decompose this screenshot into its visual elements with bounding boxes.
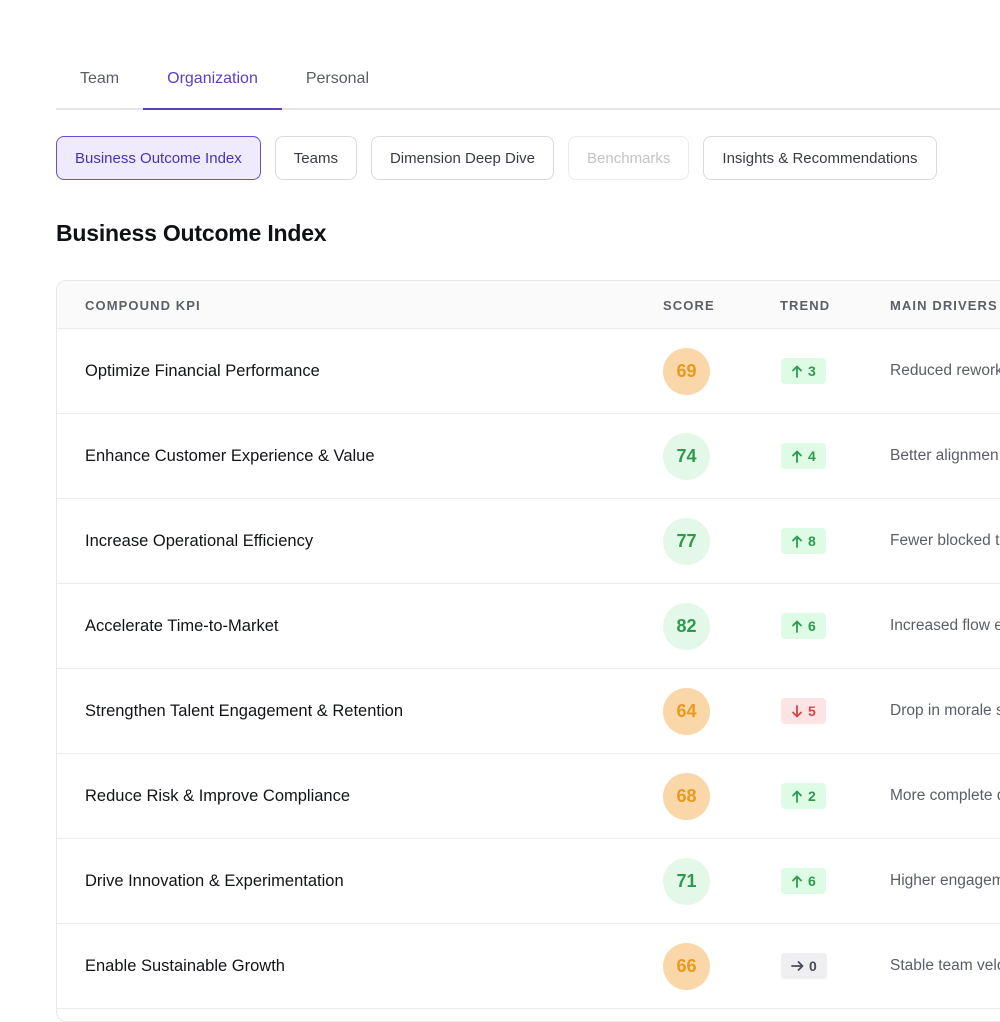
score-badge: 74: [663, 433, 710, 480]
main-driver-text: Higher engagem: [890, 872, 1000, 889]
table-body: Optimize Financial Performance 69 3 Reduced…: [57, 329, 1000, 1009]
kpi-name: Enable Sustainable Growth: [85, 957, 285, 975]
score-badge: 82: [663, 603, 710, 650]
subtab-dimension-deep-dive[interactable]: Dimension Deep Dive: [370, 136, 555, 180]
table-header: COMPOUND KPI SCORE TREND MAIN DRIVERS: [57, 281, 1000, 329]
main-driver-text: Stable team velo: [890, 957, 1000, 974]
trend-value: 0: [809, 958, 817, 974]
table-row[interactable]: Enhance Customer Experience & Value 74 4 Be…: [57, 414, 1000, 499]
kpi-name: Increase Operational Efficiency: [85, 532, 314, 550]
table-row[interactable]: Enable Sustainable Growth 66 0 Stable team …: [57, 924, 1000, 1009]
trend-value: 5: [808, 703, 816, 719]
trend-value: 4: [808, 448, 816, 464]
arrow-up-icon: [791, 450, 803, 463]
table-row[interactable]: Accelerate Time-to-Market 82 6 Increased fl…: [57, 584, 1000, 669]
tab-personal[interactable]: Personal: [305, 70, 369, 87]
arrow-up-icon: [791, 875, 803, 888]
kpi-name: Drive Innovation & Experimentation: [85, 872, 344, 890]
kpi-name: Enhance Customer Experience & Value: [85, 447, 375, 465]
trend-badge: 0: [781, 953, 827, 979]
table-row[interactable]: Reduce Risk & Improve Compliance 68 2 More …: [57, 754, 1000, 839]
subtab-business-outcome-index[interactable]: Business Outcome Index: [56, 136, 261, 180]
table-row[interactable]: Optimize Financial Performance 69 3 Reduced…: [57, 329, 1000, 414]
trend-value: 6: [808, 618, 816, 634]
main-driver-text: Fewer blocked t: [890, 532, 1000, 549]
arrow-down-icon: [791, 704, 803, 718]
tab-team[interactable]: Team: [80, 70, 120, 87]
kpi-table: COMPOUND KPI SCORE TREND MAIN DRIVERS Op…: [56, 280, 1000, 1022]
trend-badge: 3: [781, 358, 826, 384]
column-header-trend[interactable]: TREND: [780, 298, 831, 313]
page-title: Business Outcome Index: [56, 220, 327, 246]
trend-badge: 2: [781, 783, 826, 809]
trend-badge: 4: [781, 443, 826, 469]
table-row[interactable]: Strengthen Talent Engagement & Retention…: [57, 669, 1000, 754]
trend-value: 8: [808, 533, 816, 549]
table-row[interactable]: Increase Operational Efficiency 77 8 Fewer …: [57, 499, 1000, 584]
score-badge: 68: [663, 773, 710, 820]
score-badge: 77: [663, 518, 710, 565]
arrow-up-icon: [791, 790, 803, 803]
arrow-up-icon: [791, 620, 803, 633]
section-subtabs: Business Outcome Index Teams Dimension D…: [56, 136, 937, 180]
column-header-score[interactable]: SCORE: [663, 298, 715, 313]
score-badge: 71: [663, 858, 710, 905]
tab-organization[interactable]: Organization: [143, 58, 282, 110]
column-header-main-drivers[interactable]: MAIN DRIVERS: [890, 298, 998, 313]
subtab-benchmarks: Benchmarks: [568, 136, 690, 180]
arrow-right-icon: [791, 960, 804, 972]
trend-value: 6: [808, 873, 816, 889]
subtab-insights-recommendations[interactable]: Insights & Recommendations: [703, 136, 937, 180]
main-driver-text: Increased flow e: [890, 617, 1000, 634]
score-badge: 66: [663, 943, 710, 990]
trend-value: 2: [808, 788, 816, 804]
kpi-name: Strengthen Talent Engagement & Retention: [85, 702, 404, 720]
score-badge: 69: [663, 348, 710, 395]
kpi-name: Optimize Financial Performance: [85, 362, 320, 380]
main-driver-text: Reduced rework: [890, 362, 1000, 379]
kpi-name: Reduce Risk & Improve Compliance: [85, 787, 351, 805]
main-driver-text: More complete d: [890, 787, 1000, 804]
main-driver-text: Better alignmen: [890, 447, 999, 464]
arrow-up-icon: [791, 365, 803, 378]
trend-value: 3: [808, 363, 816, 379]
subtab-teams[interactable]: Teams: [274, 136, 357, 180]
trend-badge: 8: [781, 528, 826, 554]
table-row[interactable]: Drive Innovation & Experimentation 71 6 Hig…: [57, 839, 1000, 924]
view-tabs: Team Organization Personal: [56, 58, 1000, 110]
main-driver-text: Drop in morale s: [890, 702, 1000, 719]
arrow-up-icon: [791, 535, 803, 548]
trend-badge: 6: [781, 868, 826, 894]
kpi-name: Accelerate Time-to-Market: [85, 617, 279, 635]
score-badge: 64: [663, 688, 710, 735]
column-header-compound-kpi[interactable]: COMPOUND KPI: [85, 298, 201, 313]
trend-badge: 5: [781, 698, 826, 724]
trend-badge: 6: [781, 613, 826, 639]
